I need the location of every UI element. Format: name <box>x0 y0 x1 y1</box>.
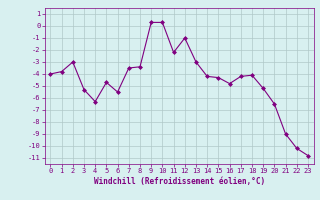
X-axis label: Windchill (Refroidissement éolien,°C): Windchill (Refroidissement éolien,°C) <box>94 177 265 186</box>
